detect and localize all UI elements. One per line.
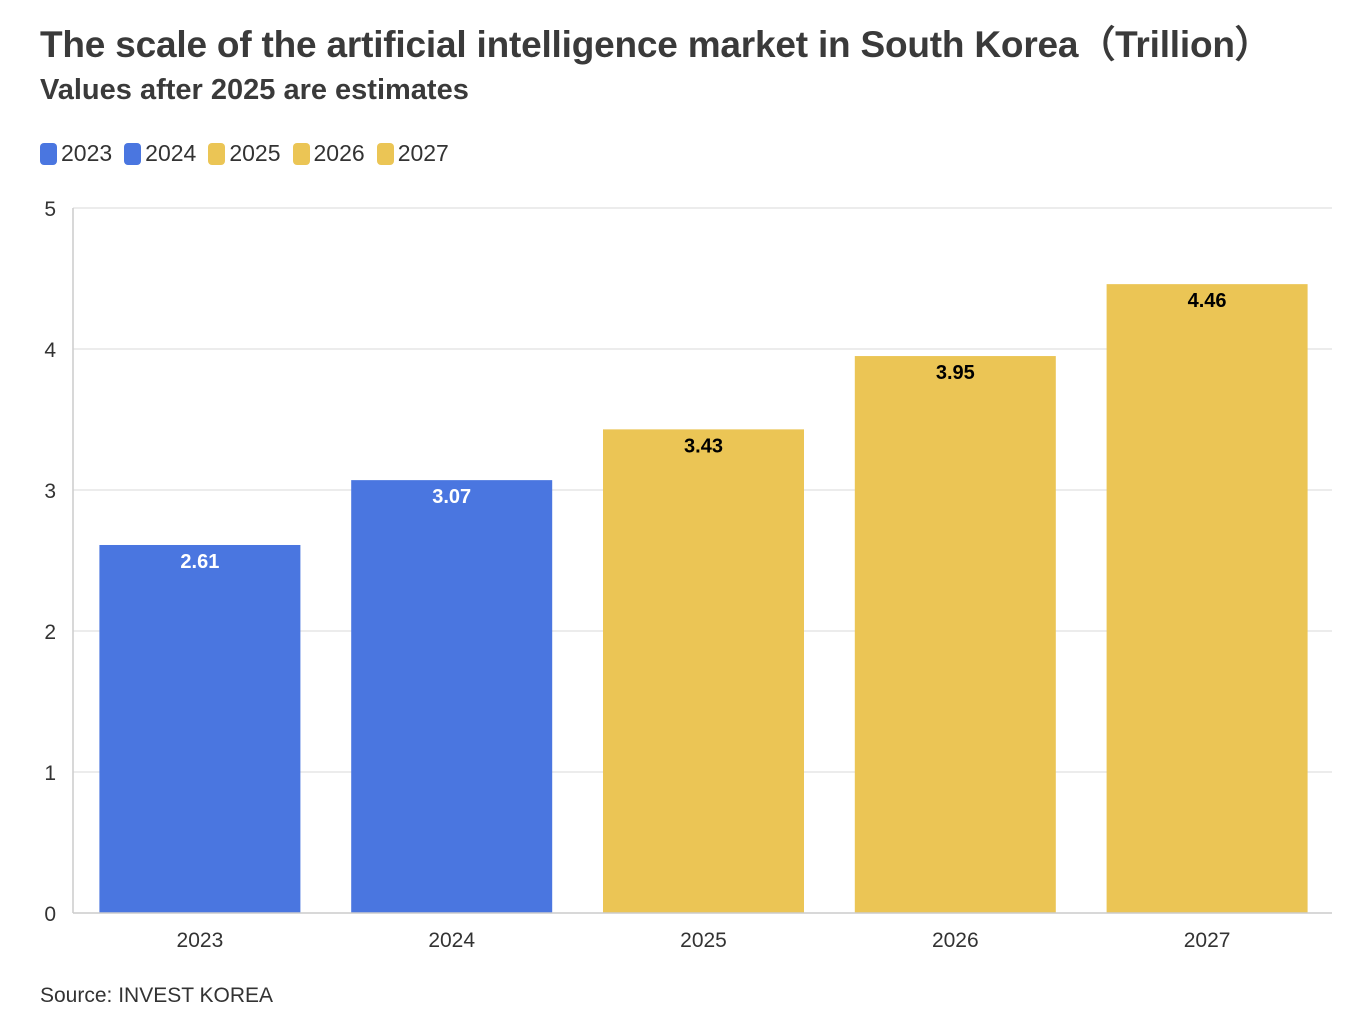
bar-2023 (99, 544, 301, 913)
y-tick-label: 5 (44, 198, 56, 221)
bar-2024 (351, 480, 553, 913)
legend-item-2024: 2024 (124, 140, 196, 167)
legend-label: 2024 (145, 140, 197, 166)
label-layer: 2.61 3.07 3.43 3.95 4.46 (180, 290, 1226, 573)
source-note: Source: INVEST KOREA (40, 984, 274, 1007)
y-tick-label: 1 (44, 762, 56, 785)
legend-swatch (40, 142, 57, 165)
legend-item-2027: 2027 (376, 140, 449, 167)
legend-swatch (376, 142, 394, 165)
data-label: 3.43 (684, 435, 723, 457)
x-tick-label: 2026 (932, 929, 979, 952)
x-tick-label: 2024 (428, 929, 475, 952)
bar-2025 (603, 429, 804, 913)
y-tick-label: 2 (44, 621, 56, 644)
legend-label: 2025 (229, 140, 281, 166)
legend-item-2025: 2025 (208, 140, 281, 167)
bar-layer (99, 284, 1308, 913)
x-tick-label: 2023 (177, 929, 224, 952)
legend: 2023 2024 2025 2026 2027 (40, 140, 461, 167)
legend-label: 2027 (397, 140, 449, 166)
chart-subtitle: Values after 2025 are estimates (40, 74, 469, 106)
legend-label: 2023 (61, 140, 113, 166)
data-label: 2.61 (180, 551, 219, 573)
legend-swatch (208, 142, 226, 165)
legend-swatch (292, 142, 310, 165)
x-tick-label: 2027 (1184, 929, 1231, 952)
legend-item-2023: 2023 (40, 140, 112, 167)
y-tick-label: 0 (44, 903, 56, 926)
y-tick-label: 3 (44, 480, 56, 503)
chart-title: The scale of the artificial intelligence… (40, 24, 1272, 65)
data-label: 4.46 (1188, 290, 1227, 312)
bar-2027 (1106, 284, 1308, 913)
x-tick-label: 2025 (680, 929, 727, 952)
legend-label: 2026 (313, 140, 365, 166)
data-label: 3.95 (936, 362, 975, 384)
legend-swatch (124, 142, 142, 165)
bar-2026 (854, 356, 1056, 913)
y-tick-label: 4 (44, 339, 56, 362)
axis-layer: 0 1 2 3 4 5 2023 2024 2025 2026 2027 (44, 198, 1332, 952)
data-label: 3.07 (432, 486, 471, 508)
legend-item-2026: 2026 (292, 140, 365, 167)
